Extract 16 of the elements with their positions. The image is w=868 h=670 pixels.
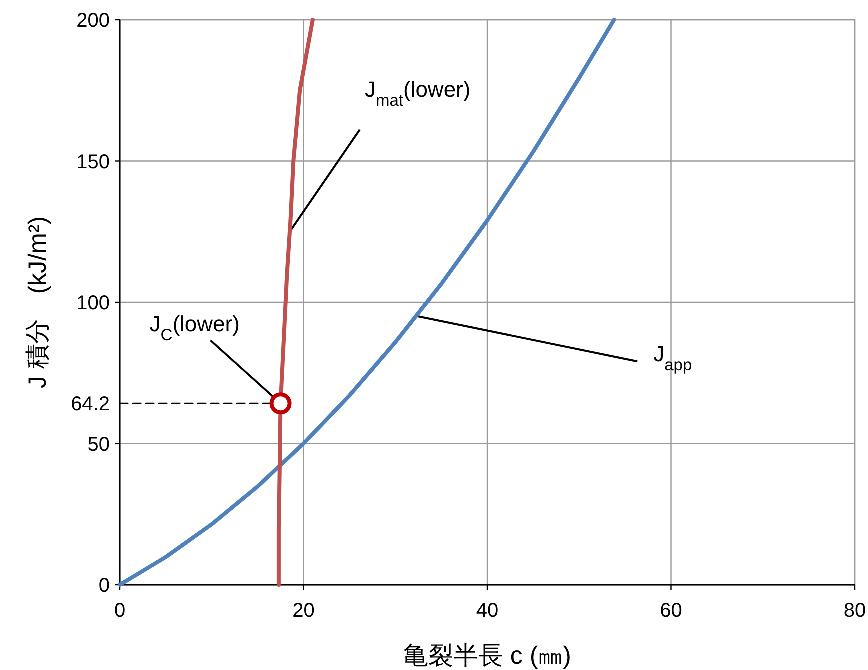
annotation: J$_{C}$(lower) bbox=[150, 312, 240, 345]
x-axis-title: 亀裂半長 c (㎜) bbox=[403, 642, 572, 670]
annotation: J$_{mat}$(lower) bbox=[364, 76, 471, 110]
x-tick-label: 0 bbox=[114, 600, 126, 622]
y-tick-label: 64.2 bbox=[71, 394, 110, 416]
y-tick-label: 50 bbox=[88, 434, 110, 456]
y-axis-title: J 積分 (kJ/m²) bbox=[24, 216, 52, 389]
y-tick-label: 150 bbox=[76, 151, 110, 174]
x-tick-label: 20 bbox=[292, 600, 315, 622]
x-tick-label: 40 bbox=[476, 600, 499, 622]
x-tick-label: 60 bbox=[660, 600, 682, 622]
annotation: J$_{app}$ bbox=[654, 342, 692, 375]
y-tick-label: 100 bbox=[76, 292, 110, 314]
x-tick-label: 80 bbox=[844, 600, 866, 622]
y-tick-label: 200 bbox=[76, 10, 110, 32]
y-tick-label: 0 bbox=[98, 575, 110, 597]
